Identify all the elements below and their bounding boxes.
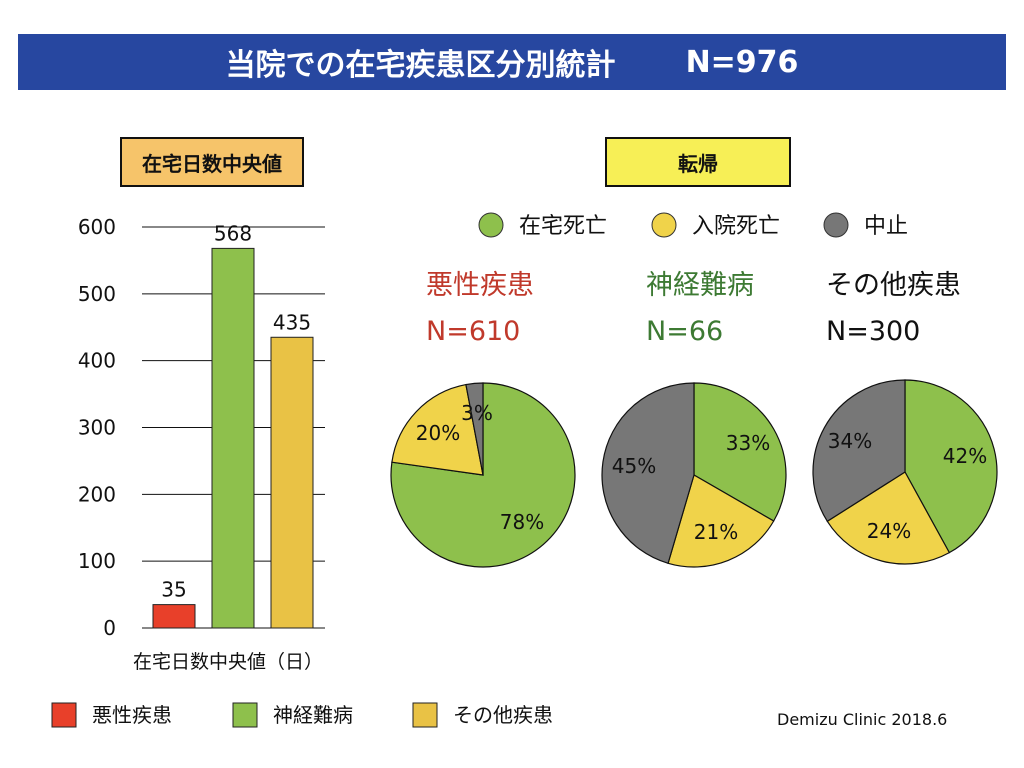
pie-n-label: N=300 — [826, 316, 920, 347]
bar-2 — [211, 247, 255, 629]
legend-swatch-2 — [232, 702, 258, 728]
pie-percent-label: 78% — [500, 510, 544, 534]
legend-label: 入院死亡 — [692, 214, 780, 239]
y-tick-label: 600 — [78, 215, 116, 239]
y-tick-label: 100 — [78, 549, 116, 573]
y-tick-label: 500 — [78, 282, 116, 306]
y-tick-label: 400 — [78, 349, 116, 373]
pie-slice — [667, 474, 775, 568]
legend-dot-1 — [478, 212, 504, 238]
pie-percent-label: 24% — [867, 519, 911, 543]
credit-text: Demizu Clinic 2018.6 — [777, 710, 948, 729]
pie-title: その他疾患 — [826, 270, 961, 301]
pie-percent-label: 45% — [612, 454, 656, 478]
legend-dot-2 — [651, 212, 677, 238]
y-tick-label: 200 — [78, 482, 116, 506]
bar-value-label: 568 — [214, 221, 252, 245]
legend-label: 在宅死亡 — [519, 214, 607, 239]
bar-chart-label: 在宅日数中央値 — [120, 137, 304, 187]
pie-slice — [904, 379, 998, 554]
pie-percent-label: 3% — [461, 401, 493, 425]
pie-slice — [391, 383, 484, 476]
pie-chart-label: 転帰 — [605, 137, 791, 187]
bar-value-label: 35 — [161, 578, 186, 602]
pie-n-label: N=66 — [646, 316, 723, 347]
pie-slice — [812, 379, 906, 523]
legend-swatch-1 — [51, 702, 77, 728]
page-title: 当院での在宅疾患区分別統計 — [225, 48, 616, 83]
pie-slice — [601, 382, 695, 565]
pie-title: 神経難病 — [646, 270, 754, 301]
pie-percent-label: 20% — [416, 421, 460, 445]
bar-3 — [270, 336, 314, 629]
pie-slice — [826, 471, 951, 565]
y-tick-label: 300 — [78, 416, 116, 440]
total-count: N=976 — [685, 44, 799, 80]
legend-swatch-3 — [412, 702, 438, 728]
pie-slice — [693, 382, 787, 522]
title-banner: 当院での在宅疾患区分別統計 N=976 — [18, 34, 1006, 90]
legend-label: 中止 — [864, 214, 908, 239]
legend-label: その他疾患 — [453, 703, 553, 727]
pie-percent-label: 33% — [726, 431, 770, 455]
pie-percent-label: 42% — [943, 444, 987, 468]
pie-title: 悪性疾患 — [426, 270, 534, 301]
x-axis-label: 在宅日数中央値（日） — [133, 651, 323, 673]
y-tick-label: 0 — [103, 616, 116, 640]
pie-n-label: N=610 — [426, 316, 520, 347]
bar-value-label: 435 — [273, 310, 311, 334]
pie-percent-label: 34% — [828, 429, 872, 453]
legend-label: 悪性疾患 — [92, 703, 172, 727]
pie-slice — [465, 382, 484, 476]
legend-dot-3 — [823, 212, 849, 238]
pie-percent-label: 21% — [694, 520, 738, 544]
bar-1 — [152, 604, 196, 629]
legend-label: 神経難病 — [273, 703, 353, 727]
